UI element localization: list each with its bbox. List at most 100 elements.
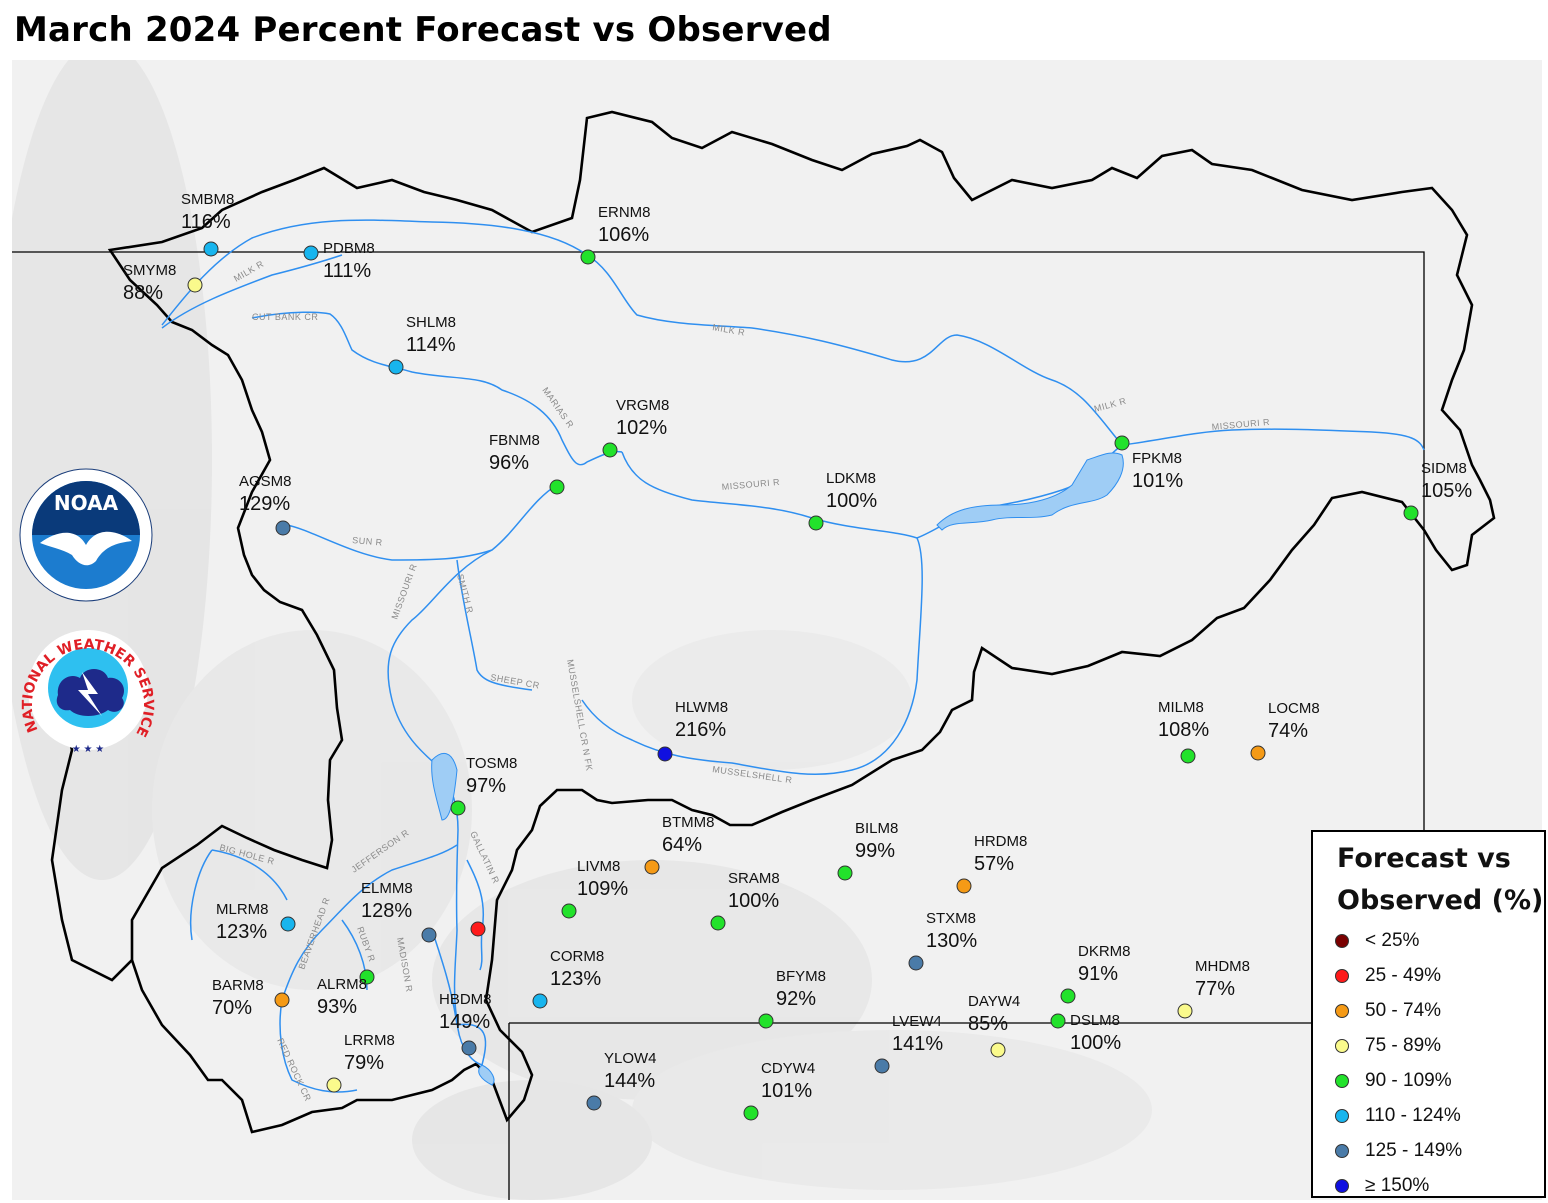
station-marker[interactable] <box>1177 1003 1193 1019</box>
station-agsm8[interactable]: AGSM8 129% <box>239 473 292 536</box>
station-lrrm8[interactable]: LRRM8 79% <box>326 1032 395 1093</box>
river-label: MILK R <box>712 322 746 338</box>
station-marker[interactable] <box>470 921 486 937</box>
station-sidm8[interactable]: SIDM8 105% <box>1403 460 1472 521</box>
station-dslm8[interactable]: DSLM8 100% <box>1050 1012 1121 1054</box>
station-marker[interactable] <box>359 969 375 985</box>
legend-label: 125 - 149% <box>1365 1140 1463 1161</box>
station-percent: 74% <box>1268 720 1308 742</box>
station-alrm8[interactable]: ALRM8 93% <box>317 969 375 1018</box>
station-marker[interactable] <box>203 241 219 257</box>
station-marker[interactable] <box>743 1105 759 1121</box>
station-fbnm8[interactable]: FBNM8 96% <box>489 432 565 495</box>
station-locm8[interactable]: LOCM8 74% <box>1250 700 1320 761</box>
station-marker[interactable] <box>956 878 972 894</box>
station-marker[interactable] <box>1250 745 1266 761</box>
legend-item: 50 - 74% <box>1335 994 1441 1028</box>
station-barm8[interactable]: BARM8 70% <box>212 977 290 1019</box>
station-pdbm8[interactable]: PDBM8 111% <box>303 240 375 282</box>
station-shlm8[interactable]: SHLM8 114% <box>388 314 456 375</box>
station-marker[interactable] <box>561 903 577 919</box>
station-marker[interactable] <box>1060 988 1076 1004</box>
station-id: LDKM8 <box>826 470 876 487</box>
station-cdyw4[interactable]: CDYW4 101% <box>743 1060 815 1121</box>
station-percent: 123% <box>550 968 601 990</box>
station-vrgm8[interactable]: VRGM8 102% <box>602 397 669 458</box>
station-hbdm8[interactable]: HBDM8 149% <box>439 991 492 1056</box>
station-id: SMYM8 <box>123 262 176 279</box>
station-marker[interactable] <box>908 955 924 971</box>
station-marker[interactable] <box>187 277 203 293</box>
nws-stars: ★ ★ ★ <box>72 744 104 755</box>
station-dkrm8[interactable]: DKRM8 91% <box>1060 943 1131 1004</box>
station-marker[interactable] <box>1050 1013 1066 1029</box>
station-marker[interactable] <box>274 992 290 1008</box>
river-label: GALLATIN R <box>468 830 501 886</box>
station-marker[interactable] <box>532 993 548 1009</box>
station-marker[interactable] <box>602 442 618 458</box>
station-marker[interactable] <box>1114 435 1130 451</box>
station-fpkm8[interactable]: FPKM8 101% <box>1114 435 1183 492</box>
station-id: STXM8 <box>926 910 976 927</box>
station-marker[interactable] <box>808 515 824 531</box>
station-gall[interactable] <box>470 921 486 937</box>
station-lvew4[interactable]: LVEW4 141% <box>874 1013 943 1074</box>
station-btmm8[interactable]: BTMM8 64% <box>644 814 715 875</box>
station-marker[interactable] <box>874 1058 890 1074</box>
station-marker[interactable] <box>303 245 319 261</box>
station-percent: 70% <box>212 997 252 1019</box>
station-smbm8[interactable]: SMBM8 116% <box>181 191 234 257</box>
station-marker[interactable] <box>461 1040 477 1056</box>
station-ernm8[interactable]: ERNM8 106% <box>580 204 651 265</box>
station-mhdm8[interactable]: MHDM8 77% <box>1177 958 1250 1019</box>
station-percent: 91% <box>1078 963 1118 985</box>
station-markers: SMBM8 116% PDBM8 111% SMYM8 88% ERNM8 106% SHLM8… <box>123 191 1472 1121</box>
station-hrdm8[interactable]: HRDM8 57% <box>956 833 1027 894</box>
noaa-logo: NOAA <box>19 468 153 602</box>
station-marker[interactable] <box>644 859 660 875</box>
station-marker[interactable] <box>450 800 466 816</box>
station-marker[interactable] <box>586 1095 602 1111</box>
station-hlwm8[interactable]: HLWM8 216% <box>657 699 728 762</box>
station-marker[interactable] <box>580 249 596 265</box>
station-dayw4[interactable]: DAYW4 85% <box>968 993 1020 1058</box>
station-bfym8[interactable]: BFYM8 92% <box>758 968 826 1029</box>
station-ylow4[interactable]: YLOW4 144% <box>586 1050 657 1111</box>
station-tosm8[interactable]: TOSM8 97% <box>450 755 517 816</box>
station-id: CDYW4 <box>761 1060 815 1077</box>
station-marker[interactable] <box>837 865 853 881</box>
station-marker[interactable] <box>549 479 565 495</box>
station-marker[interactable] <box>657 746 673 762</box>
station-marker[interactable] <box>275 520 291 536</box>
station-elmm8[interactable]: ELMM8 128% <box>361 880 437 943</box>
map-title: March 2024 Percent Forecast vs Observed <box>14 10 832 50</box>
station-stxm8[interactable]: STXM8 130% <box>908 910 977 971</box>
station-marker[interactable] <box>388 359 404 375</box>
station-sram8[interactable]: SRAM8 100% <box>710 870 780 931</box>
station-marker[interactable] <box>1180 748 1196 764</box>
legend-label: 90 - 109% <box>1365 1070 1452 1091</box>
station-mlrm8[interactable]: MLRM8 123% <box>216 901 296 943</box>
river-label: MISSOURI R <box>389 562 418 620</box>
wyoming-basin-outline <box>50 729 133 982</box>
station-marker[interactable] <box>758 1013 774 1029</box>
station-id: HBDM8 <box>439 991 492 1008</box>
station-corm8[interactable]: CORM8 123% <box>532 948 604 1009</box>
station-marker[interactable] <box>1403 505 1419 521</box>
legend-label: 110 - 124% <box>1365 1105 1461 1126</box>
station-percent: 128% <box>361 900 412 922</box>
station-milm8[interactable]: MILM8 108% <box>1158 699 1209 764</box>
station-id: SRAM8 <box>728 870 780 887</box>
station-marker[interactable] <box>710 915 726 931</box>
station-marker[interactable] <box>990 1042 1006 1058</box>
station-percent: 85% <box>968 1013 1008 1035</box>
station-marker[interactable] <box>280 916 296 932</box>
station-livm8[interactable]: LIVM8 109% <box>561 858 628 919</box>
station-smym8[interactable]: SMYM8 88% <box>123 262 203 304</box>
river-label: MUSSELSHELL CR N FK <box>565 659 595 772</box>
station-marker[interactable] <box>421 927 437 943</box>
station-ldkm8[interactable]: LDKM8 100% <box>808 470 877 531</box>
station-bilm8[interactable]: BILM8 99% <box>837 820 898 881</box>
station-id: AGSM8 <box>239 473 292 490</box>
station-marker[interactable] <box>326 1077 342 1093</box>
